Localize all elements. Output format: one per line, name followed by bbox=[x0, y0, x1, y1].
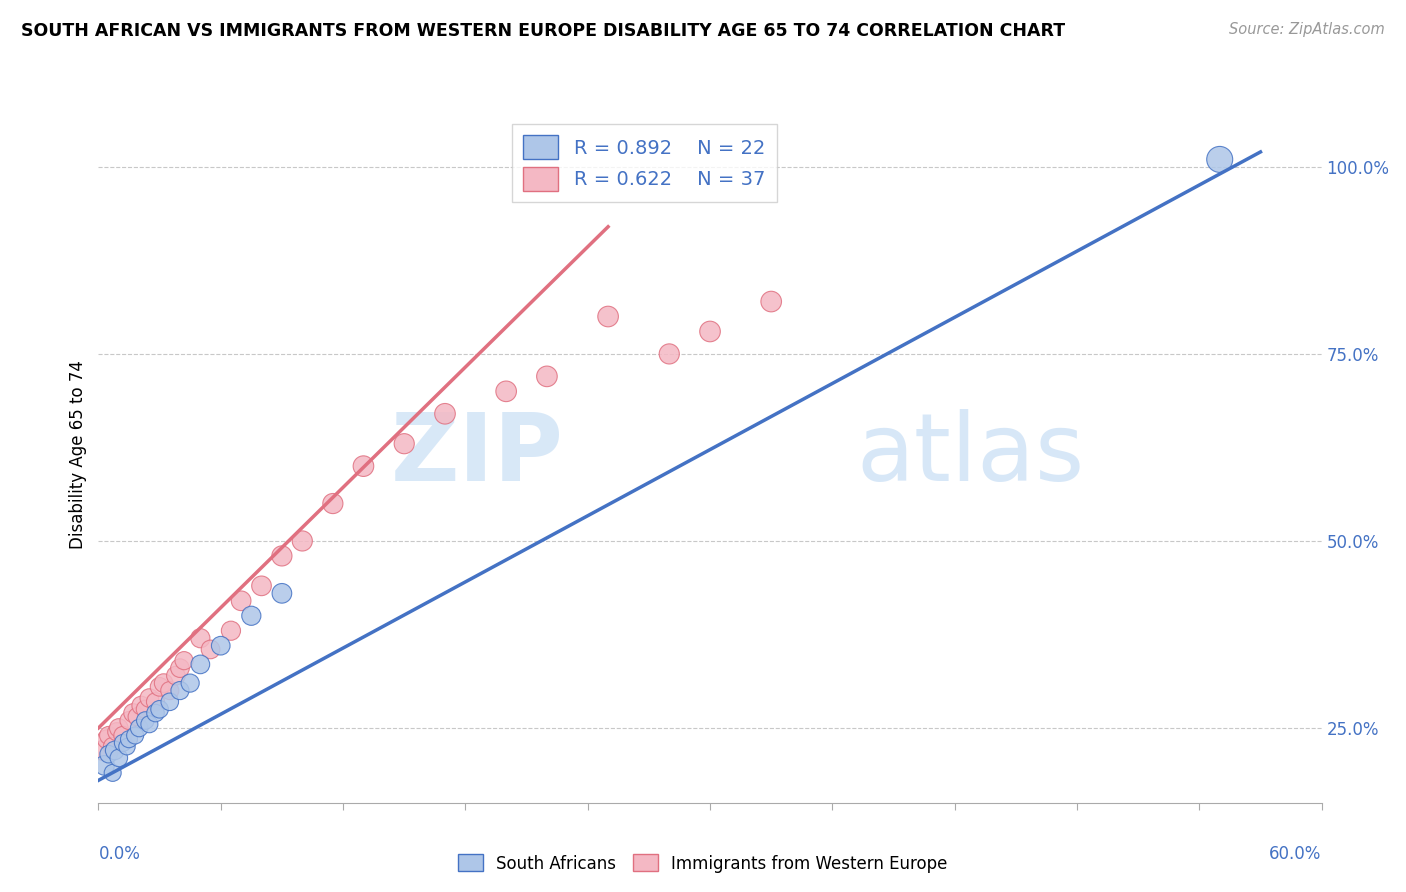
Point bbox=[200, 642, 222, 657]
Point bbox=[352, 459, 374, 474]
Point bbox=[169, 683, 191, 698]
Point bbox=[124, 729, 146, 743]
Point bbox=[209, 639, 232, 653]
Point bbox=[188, 631, 212, 645]
Text: Source: ZipAtlas.com: Source: ZipAtlas.com bbox=[1229, 22, 1385, 37]
Point bbox=[173, 654, 195, 668]
Point bbox=[108, 721, 131, 735]
Point bbox=[108, 751, 131, 765]
Point bbox=[118, 732, 141, 747]
Point bbox=[97, 747, 120, 761]
Point bbox=[699, 325, 721, 339]
Point bbox=[134, 702, 156, 716]
Point bbox=[105, 724, 128, 739]
Point bbox=[240, 608, 263, 623]
Point bbox=[169, 661, 191, 675]
Point bbox=[219, 624, 242, 638]
Point bbox=[138, 717, 160, 731]
Legend: South Africans, Immigrants from Western Europe: South Africans, Immigrants from Western … bbox=[451, 847, 955, 880]
Point bbox=[127, 710, 149, 724]
Point bbox=[111, 729, 134, 743]
Text: ZIP: ZIP bbox=[391, 409, 564, 501]
Point bbox=[122, 706, 145, 720]
Point bbox=[188, 657, 212, 672]
Point bbox=[134, 714, 156, 728]
Point bbox=[159, 695, 181, 709]
Point bbox=[495, 384, 517, 399]
Point bbox=[128, 721, 150, 735]
Text: 60.0%: 60.0% bbox=[1270, 845, 1322, 863]
Point bbox=[145, 706, 167, 720]
Point bbox=[96, 732, 118, 747]
Y-axis label: Disability Age 65 to 74: Disability Age 65 to 74 bbox=[69, 360, 87, 549]
Point bbox=[101, 765, 124, 780]
Point bbox=[129, 698, 152, 713]
Point bbox=[759, 294, 782, 309]
Point bbox=[658, 347, 681, 361]
Point bbox=[149, 702, 172, 716]
Text: atlas: atlas bbox=[856, 409, 1085, 501]
Point bbox=[270, 586, 294, 600]
Point bbox=[596, 310, 619, 324]
Point bbox=[149, 680, 172, 694]
Text: SOUTH AFRICAN VS IMMIGRANTS FROM WESTERN EUROPE DISABILITY AGE 65 TO 74 CORRELAT: SOUTH AFRICAN VS IMMIGRANTS FROM WESTERN… bbox=[21, 22, 1066, 40]
Point bbox=[138, 691, 160, 706]
Legend: R = 0.892    N = 22, R = 0.622    N = 37: R = 0.892 N = 22, R = 0.622 N = 37 bbox=[512, 124, 778, 202]
Point bbox=[91, 743, 114, 757]
Point bbox=[97, 729, 120, 743]
Point bbox=[165, 668, 187, 682]
Point bbox=[152, 676, 174, 690]
Point bbox=[250, 579, 273, 593]
Point bbox=[322, 497, 344, 511]
Point bbox=[115, 739, 138, 754]
Point bbox=[270, 549, 294, 563]
Point bbox=[93, 758, 115, 772]
Point bbox=[118, 714, 141, 728]
Point bbox=[111, 736, 134, 750]
Point bbox=[145, 695, 167, 709]
Point bbox=[104, 743, 127, 757]
Point bbox=[392, 436, 416, 450]
Point bbox=[231, 594, 253, 608]
Point bbox=[1208, 153, 1232, 167]
Point bbox=[536, 369, 558, 384]
Point bbox=[159, 683, 181, 698]
Point bbox=[433, 407, 456, 421]
Point bbox=[179, 676, 201, 690]
Point bbox=[101, 739, 124, 754]
Point bbox=[291, 533, 314, 548]
Text: 0.0%: 0.0% bbox=[98, 845, 141, 863]
